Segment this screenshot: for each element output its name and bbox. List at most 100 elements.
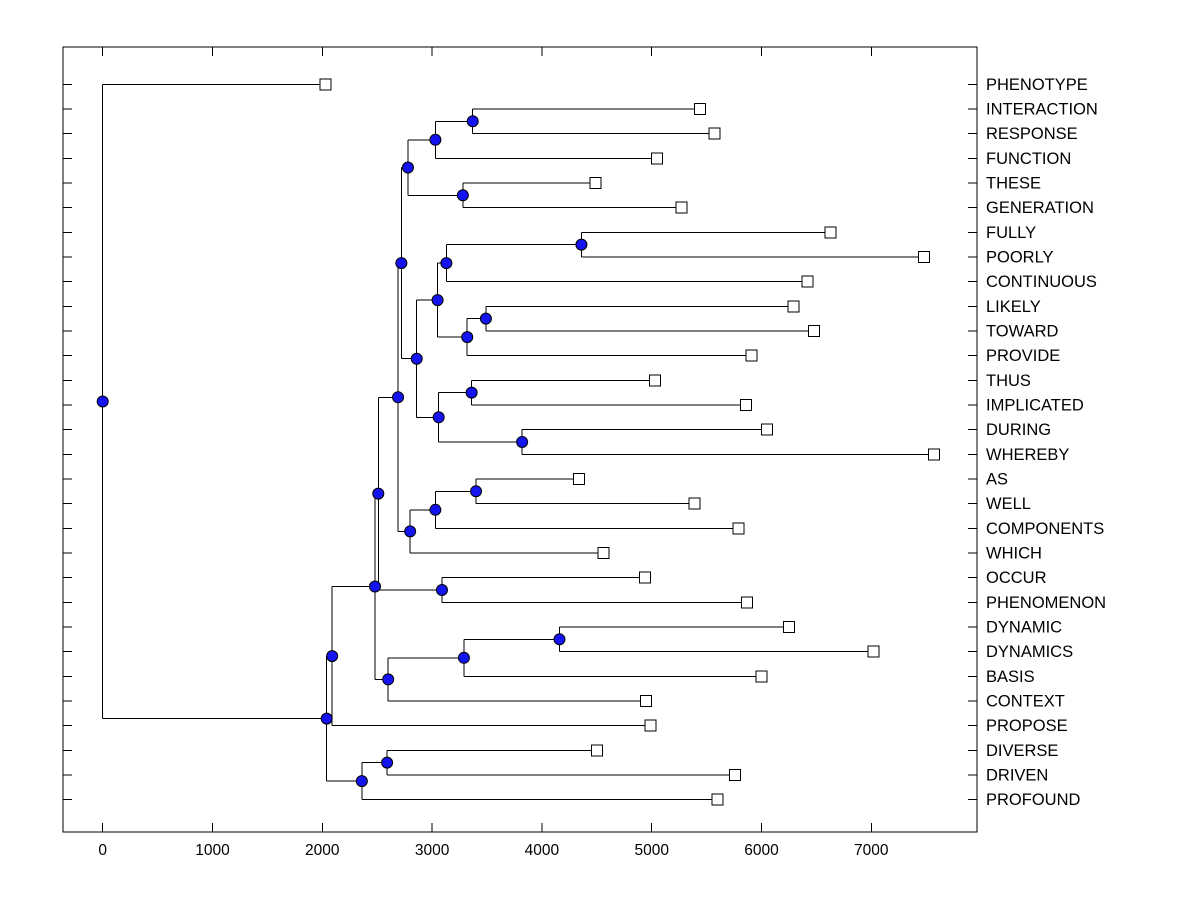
leaf-label: TOWARD bbox=[986, 322, 1058, 340]
branch-node-marker bbox=[381, 756, 394, 769]
branch-node-marker bbox=[575, 238, 588, 251]
branch-node-marker bbox=[457, 651, 470, 664]
leaf-marker bbox=[740, 398, 753, 411]
x-tick-label: 6000 bbox=[744, 842, 779, 859]
leaf-marker bbox=[644, 719, 657, 732]
branch-node-marker bbox=[326, 650, 339, 663]
leaf-label: WELL bbox=[986, 495, 1031, 513]
leaf-marker bbox=[732, 522, 745, 535]
leaf-marker bbox=[688, 497, 701, 510]
leaf-label: AS bbox=[986, 470, 1008, 488]
leaf-marker bbox=[808, 324, 821, 337]
leaf-label: PROPOSE bbox=[986, 717, 1068, 735]
leaf-marker bbox=[729, 768, 742, 781]
branch-node-marker bbox=[456, 189, 469, 202]
leaf-marker bbox=[824, 226, 837, 239]
leaf-marker bbox=[755, 670, 768, 683]
leaf-label: POORLY bbox=[986, 248, 1054, 266]
leaf-marker bbox=[639, 571, 652, 584]
branch-node-marker bbox=[369, 580, 382, 593]
leaf-label: BASIS bbox=[986, 668, 1035, 686]
branch-node-marker bbox=[432, 411, 445, 424]
branch-node-marker bbox=[382, 673, 395, 686]
branch-node-marker bbox=[516, 435, 529, 448]
leaf-marker bbox=[741, 596, 754, 609]
branch-node-marker bbox=[395, 257, 408, 270]
leaf-label: CONTEXT bbox=[986, 692, 1065, 710]
leaf-marker bbox=[787, 300, 800, 313]
leaf-label: RESPONSE bbox=[986, 125, 1078, 143]
leaf-label: WHICH bbox=[986, 544, 1042, 562]
branch-node-marker bbox=[479, 312, 492, 325]
branch-node-marker bbox=[404, 525, 417, 538]
x-tick-label: 1000 bbox=[195, 842, 230, 859]
x-tick-label: 7000 bbox=[854, 842, 889, 859]
branch-node-marker bbox=[461, 331, 474, 344]
leaf-marker bbox=[927, 448, 940, 461]
leaf-label: COMPONENTS bbox=[986, 520, 1104, 538]
leaf-marker bbox=[573, 472, 586, 485]
leaf-marker bbox=[651, 152, 664, 165]
leaf-marker bbox=[675, 201, 688, 214]
x-tick-label: 3000 bbox=[415, 842, 450, 859]
branch-node-marker bbox=[429, 503, 442, 516]
branch-node-marker bbox=[355, 775, 368, 788]
branch-node-marker bbox=[392, 391, 405, 404]
leaf-label: PHENOMENON bbox=[986, 594, 1106, 612]
x-tick-label: 2000 bbox=[305, 842, 340, 859]
leaf-marker bbox=[782, 620, 795, 633]
leaf-label: DYNAMICS bbox=[986, 643, 1073, 661]
leaf-marker bbox=[867, 645, 880, 658]
leaf-marker bbox=[648, 374, 661, 387]
branch-node-marker bbox=[429, 133, 442, 146]
leaf-label: DIVERSE bbox=[986, 742, 1058, 760]
x-tick-label: 4000 bbox=[525, 842, 560, 859]
leaf-label: LIKELY bbox=[986, 298, 1041, 316]
leaf-label: DURING bbox=[986, 421, 1051, 439]
leaf-label: PHENOTYPE bbox=[986, 76, 1088, 94]
branch-node-marker bbox=[435, 583, 448, 596]
leaf-label: PROVIDE bbox=[986, 347, 1060, 365]
leaf-marker bbox=[918, 250, 931, 263]
branch-node-marker bbox=[401, 161, 414, 174]
leaf-marker bbox=[590, 744, 603, 757]
leaf-marker bbox=[801, 275, 814, 288]
leaf-label: THESE bbox=[986, 174, 1041, 192]
leaf-label: PROFOUND bbox=[986, 791, 1081, 809]
branch-node-marker bbox=[466, 115, 479, 128]
branch-node-marker bbox=[465, 386, 478, 399]
leaf-marker bbox=[597, 546, 610, 559]
leaf-marker bbox=[711, 793, 724, 806]
branch-node-marker bbox=[470, 485, 483, 498]
leaf-label: THUS bbox=[986, 372, 1031, 390]
leaf-label: FUNCTION bbox=[986, 150, 1071, 168]
leaf-label: FULLY bbox=[986, 224, 1036, 242]
leaf-label: DYNAMIC bbox=[986, 618, 1062, 636]
plot-frame bbox=[62, 46, 978, 833]
x-tick-label: 5000 bbox=[634, 842, 669, 859]
leaf-label: WHEREBY bbox=[986, 446, 1069, 464]
leaf-label: CONTINUOUS bbox=[986, 273, 1097, 291]
leaf-label: GENERATION bbox=[986, 199, 1094, 217]
leaf-marker bbox=[694, 102, 707, 115]
leaf-marker bbox=[760, 423, 773, 436]
leaf-marker bbox=[589, 176, 602, 189]
leaf-label: DRIVEN bbox=[986, 766, 1048, 784]
leaf-label: OCCUR bbox=[986, 569, 1047, 587]
branch-node-marker bbox=[440, 257, 453, 270]
branch-node-marker bbox=[372, 487, 385, 500]
branch-node-marker bbox=[96, 395, 109, 408]
x-tick-label: 0 bbox=[98, 842, 107, 859]
leaf-marker bbox=[319, 78, 332, 91]
leaf-label: IMPLICATED bbox=[986, 396, 1084, 414]
leaf-marker bbox=[708, 127, 721, 140]
branch-node-marker bbox=[431, 294, 444, 307]
branch-node-marker bbox=[553, 633, 566, 646]
branch-node-marker bbox=[410, 352, 423, 365]
leaf-label: INTERACTION bbox=[986, 100, 1098, 118]
branch-node-marker bbox=[320, 712, 333, 725]
leaf-marker bbox=[745, 349, 758, 362]
leaf-marker bbox=[640, 694, 653, 707]
